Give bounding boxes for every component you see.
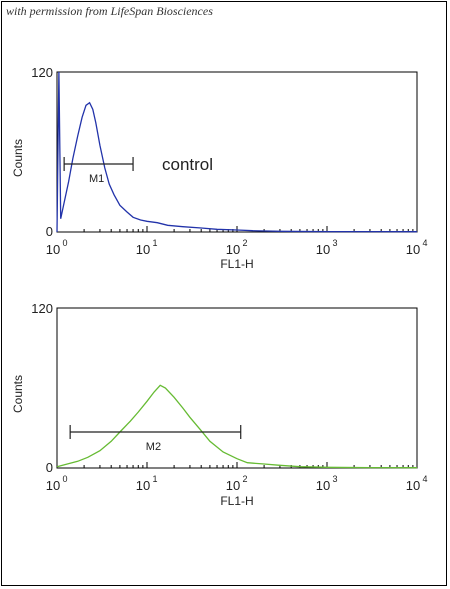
x-tick-exponent: 3 xyxy=(332,474,337,484)
y-axis-ticks: 0 120 xyxy=(31,65,62,239)
x-tick-exponent: 2 xyxy=(242,238,247,248)
x-axis-title: FL1-H xyxy=(220,494,253,508)
x-tick-label: 10 xyxy=(316,242,330,257)
plot-area xyxy=(56,71,418,233)
gate-marker-m1: M1 xyxy=(63,157,134,185)
x-tick-exponent: 4 xyxy=(422,474,427,484)
control-label: control xyxy=(162,155,213,174)
x-axis-ticks: 10 0 10 1 10 2 10 3 10 4 xyxy=(46,462,428,493)
x-tick-label: 10 xyxy=(46,242,60,257)
x-tick-label: 10 xyxy=(226,242,240,257)
x-tick-label: 10 xyxy=(226,478,240,493)
plot-area xyxy=(56,307,418,469)
y-axis-ticks: 0 120 xyxy=(31,301,62,475)
histogram-line xyxy=(56,384,418,469)
x-tick-exponent: 1 xyxy=(152,474,157,484)
y-tick-label: 0 xyxy=(46,460,53,475)
x-tick-label: 10 xyxy=(406,242,420,257)
x-tick-label: 10 xyxy=(136,478,150,493)
gate-label: M1 xyxy=(89,173,104,185)
x-tick-exponent: 2 xyxy=(242,474,247,484)
x-axis-ticks: 10 0 10 1 10 2 10 3 10 4 xyxy=(46,226,428,257)
x-tick-label: 10 xyxy=(406,478,420,493)
credit-text: with permission from LifeSpan Bioscience… xyxy=(6,4,213,18)
x-tick-exponent: 0 xyxy=(62,238,67,248)
x-tick-exponent: 1 xyxy=(152,238,157,248)
histogram-line xyxy=(56,71,418,233)
x-tick-exponent: 3 xyxy=(332,238,337,248)
x-tick-exponent: 0 xyxy=(62,474,67,484)
gate-label: M2 xyxy=(146,441,161,453)
x-tick-label: 10 xyxy=(46,478,60,493)
y-tick-label: 120 xyxy=(31,65,53,80)
x-tick-label: 10 xyxy=(316,478,330,493)
gate-marker-m2: M2 xyxy=(69,425,242,453)
y-tick-label: 120 xyxy=(31,301,53,316)
y-tick-label: 0 xyxy=(46,224,53,239)
x-tick-label: 10 xyxy=(136,242,150,257)
x-tick-exponent: 4 xyxy=(422,238,427,248)
x-axis-title: FL1-H xyxy=(220,257,253,271)
y-axis-title: Counts xyxy=(11,375,25,413)
y-axis-title: Counts xyxy=(11,139,25,177)
